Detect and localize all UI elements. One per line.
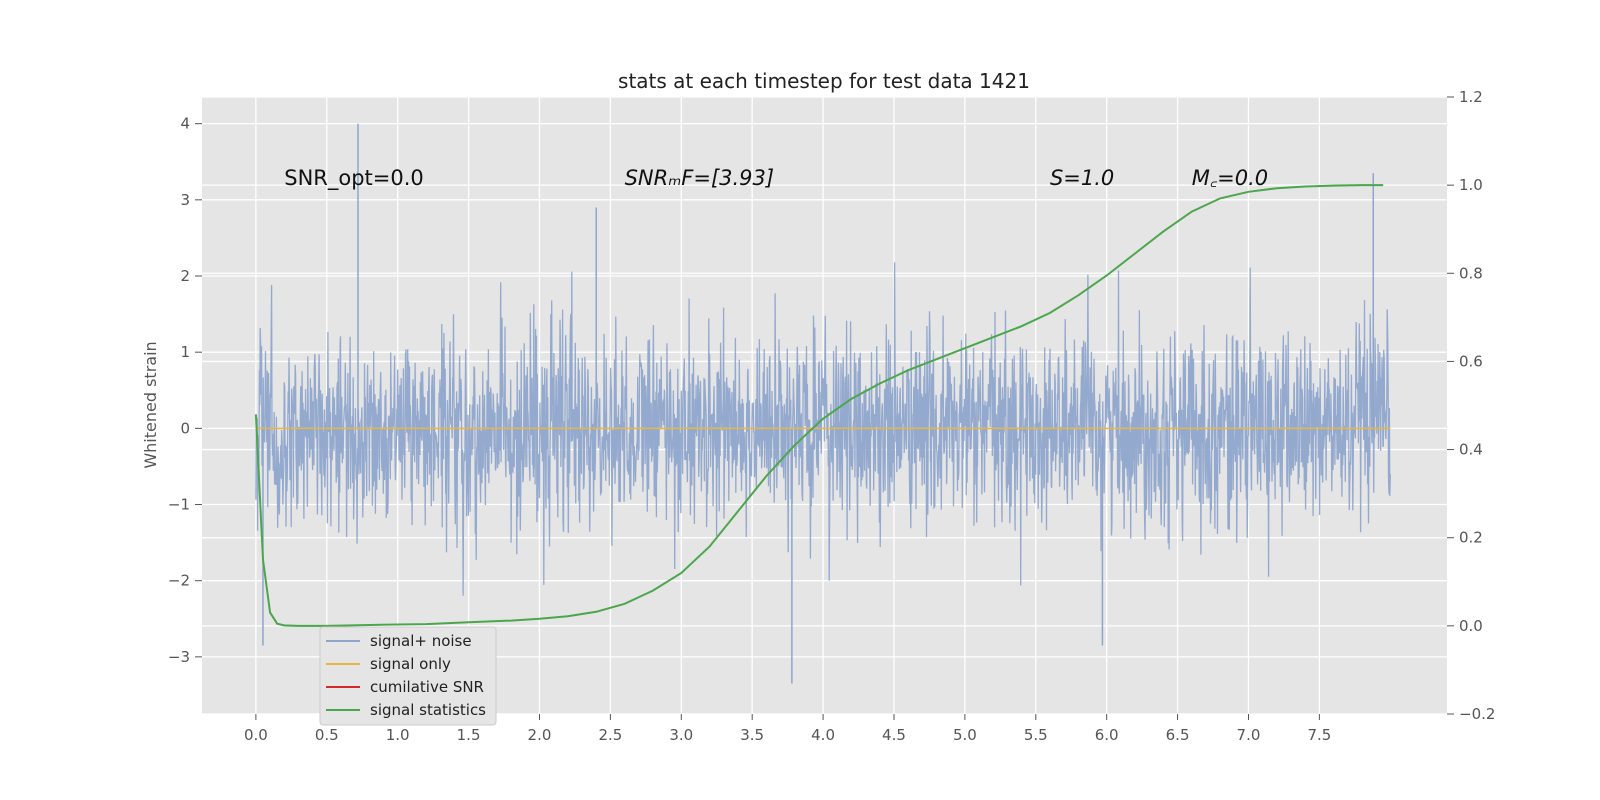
y2-tick-label: 0.6 (1459, 352, 1483, 370)
y2-tick-label: 0.0 (1459, 617, 1483, 635)
x-tick-label: 2.0 (528, 726, 552, 744)
y-tick-label: −3 (168, 648, 190, 666)
x-tick-label: 5.5 (1024, 726, 1048, 744)
y-tick-label: −2 (168, 572, 190, 590)
x-tick-label: 4.5 (882, 726, 906, 744)
x-tick-label: 7.0 (1237, 726, 1261, 744)
annotations: SNR_opt=0.0 SNRₘF=[3.93] S=1.0 M꜀=0.0 (284, 166, 1268, 191)
x-tick-label: 3.0 (669, 726, 693, 744)
legend-label: cumilative SNR (370, 678, 484, 696)
x-tick-label: 0.0 (244, 726, 268, 744)
annotation-text: SNR_opt=0.0 (284, 166, 424, 191)
x-tick-label: 1.5 (457, 726, 481, 744)
y2-tick-label: 1.2 (1459, 88, 1483, 106)
x-tick-label: 2.5 (598, 726, 622, 744)
annotation-text: S=1.0 (1050, 166, 1114, 190)
legend-label: signal statistics (370, 701, 486, 719)
legend-label: signal only (370, 655, 451, 673)
y2-tick-label: 0.2 (1459, 529, 1483, 547)
x-tick-label: 5.0 (953, 726, 977, 744)
plot-area (202, 96, 1447, 715)
y-tick-label: 1 (180, 343, 190, 361)
y-tick-label: 2 (180, 267, 190, 285)
y2-tick-label: −0.2 (1459, 705, 1495, 723)
x-tick-label: 0.5 (315, 726, 339, 744)
y-tick-label: 4 (180, 115, 190, 133)
y-tick-label: −1 (168, 496, 190, 514)
legend-box (319, 626, 497, 726)
y-axis-label: Whitened strain (141, 341, 160, 468)
legend-label: signal+ noise (370, 632, 472, 650)
y-axis-right: −0.2 0.0 0.2 0.4 0.6 0.8 1.0 1.2 (1447, 88, 1495, 723)
x-tick-label: 3.5 (740, 726, 764, 744)
x-tick-label: 4.0 (811, 726, 835, 744)
annotation-text: SNRₘF=[3.93] (625, 166, 775, 190)
x-axis: 0.0 0.5 1.0 1.5 2.0 2.5 3.0 3.5 4.0 4.5 5.0 5.5 6.0 6… (244, 714, 1331, 744)
y2-tick-label: 0.8 (1459, 264, 1483, 282)
x-tick-label: 6.5 (1166, 726, 1190, 744)
y-axis-left: −3 −2 −1 0 1 2 3 4 (168, 115, 202, 666)
x-tick-label: 6.0 (1095, 726, 1119, 744)
y-tick-label: 3 (180, 191, 190, 209)
annotation-text: M꜀=0.0 (1192, 166, 1268, 190)
series-layer (254, 123, 1391, 684)
y2-tick-label: 1.0 (1459, 176, 1483, 194)
x-tick-label: 1.0 (386, 726, 410, 744)
series-signal-noise-line (255, 262, 1391, 596)
legend: signal+ noise signal only cumilative SNR si… (319, 626, 497, 726)
x-tick-label: 7.5 (1307, 726, 1331, 744)
chart-title: stats at each timestep for test data 142… (618, 69, 1030, 93)
series-signal-statistics-line (254, 184, 1384, 627)
y2-tick-label: 0.4 (1459, 441, 1483, 459)
y-tick-label: 0 (180, 419, 190, 437)
